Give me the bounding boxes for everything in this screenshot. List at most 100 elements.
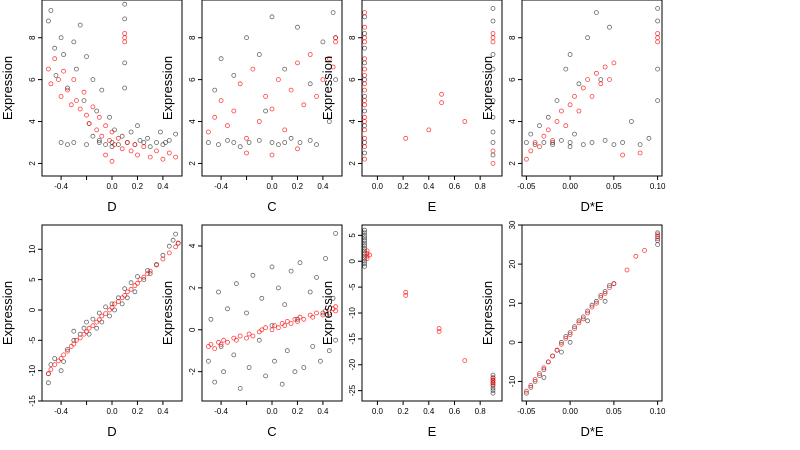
x-tick-label: 0.6 bbox=[449, 182, 461, 191]
point-black-13 bbox=[90, 77, 96, 82]
point-black-8 bbox=[362, 140, 368, 145]
x-tick-label: 0.4 bbox=[157, 182, 169, 191]
point-red-3 bbox=[225, 123, 230, 129]
point-red-29 bbox=[137, 277, 143, 283]
point-black-14 bbox=[94, 108, 100, 114]
y-tick-label: 5 bbox=[348, 233, 357, 238]
x-tick-label: 0.00 bbox=[562, 407, 578, 416]
y-tick-label: 4 bbox=[188, 243, 197, 248]
point-black-6 bbox=[362, 108, 368, 114]
point-black-27 bbox=[301, 365, 307, 370]
panel-2: -0.4 0.0 0.2 0.4 2 4 6 8 C Expression bbox=[160, 0, 343, 214]
point-black-14 bbox=[259, 295, 265, 301]
point-red-30 bbox=[320, 312, 326, 318]
point-red-3 bbox=[216, 339, 221, 345]
point-black-2 bbox=[212, 379, 218, 385]
point-red-13 bbox=[580, 85, 586, 91]
point-red-17 bbox=[272, 323, 277, 329]
point-black-19 bbox=[275, 285, 281, 291]
point-black-17 bbox=[103, 142, 108, 148]
point-black-4 bbox=[225, 137, 230, 143]
point-red-10 bbox=[567, 332, 573, 337]
point-red-31 bbox=[323, 308, 328, 314]
point-red-5 bbox=[61, 68, 66, 74]
point-black-26 bbox=[655, 5, 660, 11]
point-red-5 bbox=[221, 337, 227, 343]
point-red-33 bbox=[154, 148, 159, 154]
point-red-2 bbox=[364, 253, 370, 259]
point-black-15 bbox=[585, 35, 590, 41]
point-black-1 bbox=[362, 230, 368, 236]
point-red-24 bbox=[620, 152, 625, 158]
point-black-12 bbox=[250, 272, 256, 278]
point-black-6 bbox=[65, 346, 70, 352]
point-black-12 bbox=[572, 131, 577, 137]
point-black-0 bbox=[362, 227, 368, 233]
point-red-21 bbox=[112, 301, 117, 307]
point-black-8 bbox=[362, 248, 368, 254]
x-tick-label: 0.4 bbox=[317, 182, 329, 191]
point-red-12 bbox=[282, 127, 288, 133]
point-red-6 bbox=[225, 339, 230, 345]
point-red-23 bbox=[244, 150, 249, 156]
point-black-9 bbox=[563, 66, 569, 72]
point-red-3 bbox=[537, 144, 542, 150]
point-black-34 bbox=[170, 237, 176, 243]
y-tick-label: -10 bbox=[508, 375, 517, 387]
plot-frame bbox=[521, 224, 663, 402]
point-black-17 bbox=[269, 264, 275, 270]
point-red-7 bbox=[436, 326, 442, 331]
point-black-1 bbox=[48, 8, 54, 13]
point-red-8 bbox=[362, 87, 368, 93]
x-tick-label: 0.0 bbox=[372, 407, 384, 416]
y-tick-label: -25 bbox=[348, 384, 357, 396]
point-red-16 bbox=[362, 156, 368, 162]
point-red-0 bbox=[364, 248, 370, 254]
panel-8: -0.05 0.00 0.05 0.10 -10 0 10 20 30 D*E Expression bbox=[480, 220, 666, 439]
point-black-0 bbox=[46, 380, 51, 386]
point-red-14 bbox=[585, 77, 590, 82]
x-tick-label: -0.4 bbox=[54, 407, 68, 416]
point-red-17 bbox=[598, 81, 604, 87]
point-black-30 bbox=[314, 274, 319, 280]
point-black-6 bbox=[362, 243, 368, 249]
point-black-12 bbox=[576, 318, 582, 324]
point-black-9 bbox=[362, 150, 368, 156]
point-red-5 bbox=[61, 352, 66, 358]
point-red-34 bbox=[160, 256, 166, 262]
point-red-0 bbox=[205, 129, 211, 135]
point-red-8 bbox=[559, 108, 564, 114]
point-red-8 bbox=[71, 341, 77, 347]
point-red-3 bbox=[56, 358, 61, 364]
point-red-28 bbox=[135, 280, 140, 286]
point-red-16 bbox=[269, 327, 275, 333]
y-tick-label: -5 bbox=[28, 336, 37, 344]
point-black-9 bbox=[256, 137, 262, 143]
point-red-11 bbox=[362, 114, 368, 120]
point-red-25 bbox=[122, 39, 128, 45]
point-black-26 bbox=[132, 289, 138, 295]
x-tick-label: -0.05 bbox=[517, 407, 536, 416]
point-black-24 bbox=[292, 369, 298, 375]
point-red-12 bbox=[576, 108, 582, 114]
point-black-28 bbox=[655, 66, 660, 72]
point-red-9 bbox=[74, 98, 79, 103]
point-black-22 bbox=[620, 140, 625, 145]
point-black-11 bbox=[84, 54, 89, 59]
point-black-19 bbox=[602, 137, 608, 143]
point-black-34 bbox=[326, 348, 332, 354]
point-black-10 bbox=[567, 140, 573, 145]
point-black-21 bbox=[611, 142, 617, 148]
point-black-15 bbox=[490, 114, 496, 120]
x-tick-label: -0.4 bbox=[214, 182, 228, 191]
point-red-8 bbox=[71, 77, 77, 82]
y-axis-label: Expression bbox=[0, 56, 15, 120]
point-black-13 bbox=[256, 337, 262, 343]
point-red-36 bbox=[173, 154, 179, 160]
x-axis-label: E bbox=[428, 424, 437, 439]
x-tick-label: 0.0 bbox=[266, 407, 278, 416]
point-black-14 bbox=[580, 142, 586, 148]
point-black-16 bbox=[490, 129, 496, 135]
point-black-3 bbox=[216, 289, 221, 295]
point-red-4 bbox=[58, 356, 64, 361]
